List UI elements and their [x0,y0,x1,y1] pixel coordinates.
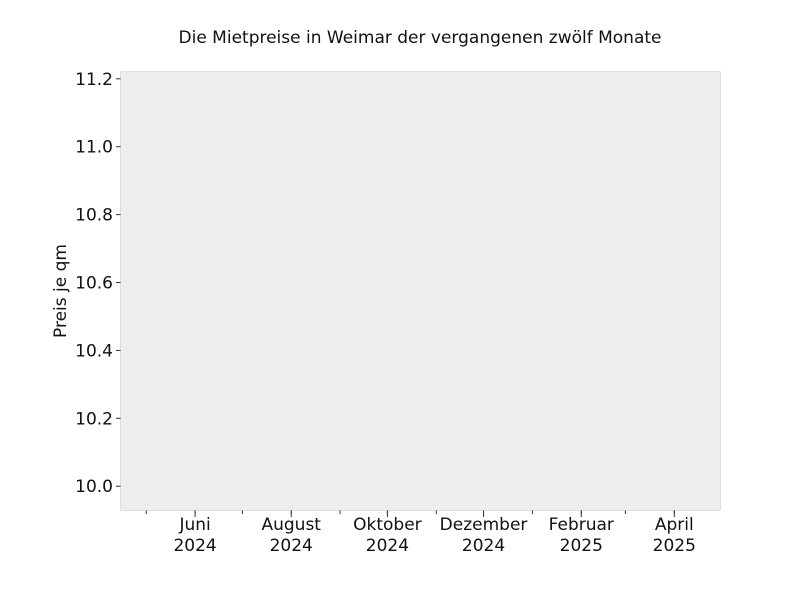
y-tick-label: 10.6 [75,274,113,294]
axis-ticks: 10.010.210.410.610.811.011.2Juni2024Augu… [75,70,696,556]
x-tick-label-month: Februar [549,515,614,535]
x-tick-label-month: Juni [178,515,210,535]
y-tick-label: 10.2 [75,409,113,429]
x-tick-label-year: 2024 [462,536,505,556]
y-tick-label: 11.2 [75,70,113,90]
y-tick-label: 11.0 [75,138,113,158]
x-tick-label-year: 2024 [173,536,216,556]
chart-title: Die Mietpreise in Weimar der vergangenen… [179,28,662,48]
y-tick-label: 10.0 [75,477,113,497]
x-tick-label-year: 2024 [270,536,313,556]
x-tick-label-month: Dezember [440,515,528,535]
x-tick-label-month: August [261,515,321,535]
x-tick-label-year: 2024 [366,536,409,556]
y-tick-label: 10.8 [75,206,113,226]
y-axis-label: Preis je qm [51,244,71,338]
x-tick-label-month: April [655,515,694,535]
x-tick-label-year: 2025 [560,536,603,556]
y-tick-label: 10.4 [75,341,113,361]
x-tick-label-month: Oktober [353,515,422,535]
plot-background [121,72,720,510]
x-tick-label-year: 2025 [653,536,696,556]
